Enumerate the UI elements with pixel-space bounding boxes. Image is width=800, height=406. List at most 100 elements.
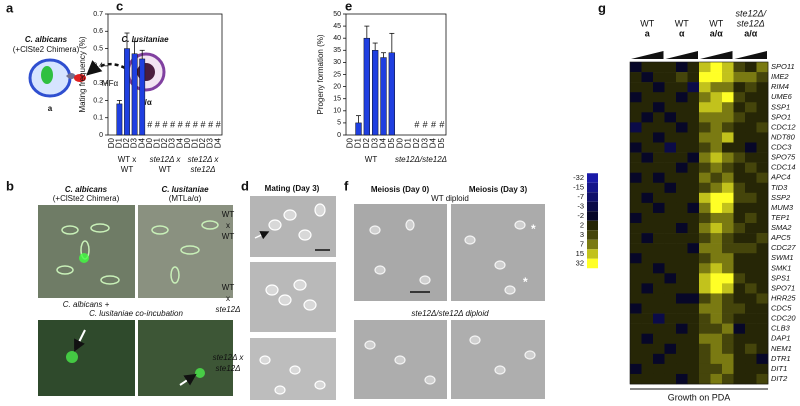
heat-cell [630, 223, 642, 234]
legend-swatch [587, 220, 598, 231]
row-label: MUM3 [771, 203, 794, 212]
heat-cell [641, 293, 654, 304]
heat-cell [664, 132, 677, 143]
heat-cell [722, 102, 734, 113]
bar-chart: e 0 5 10 15 20 25 30 35 40 45 50 Progeny formation (… [316, 0, 447, 164]
x-tick-label: D2 [160, 137, 169, 148]
heat-cell [641, 182, 654, 194]
heat-cell [630, 323, 642, 334]
heat-cell [664, 333, 677, 345]
row-label: SSP2 [771, 193, 791, 202]
heat-cell [733, 112, 746, 123]
heat-cell [687, 142, 700, 153]
value-label: # [439, 119, 444, 129]
heat-cell [676, 132, 688, 143]
row-label: ste12Δ x [213, 353, 245, 362]
heat-cell [641, 82, 654, 93]
arrow [179, 373, 197, 386]
star: * [531, 222, 536, 236]
heat-cell [745, 363, 757, 375]
row-label: DAP1 [771, 334, 791, 343]
heat-cell [699, 192, 711, 204]
heat-cell [710, 363, 723, 375]
heat-cell [641, 243, 654, 254]
heat-cell [722, 253, 734, 264]
heat-cell [710, 243, 723, 254]
panel-letter: c [116, 0, 123, 13]
heat-cell [630, 162, 642, 173]
heat-cell [745, 233, 757, 244]
heat-cell [664, 303, 677, 314]
heat-cell [676, 373, 688, 385]
heat-cell [664, 253, 677, 264]
heat-cell [745, 303, 757, 314]
heat-cell [676, 273, 688, 284]
heat-cell [653, 192, 665, 204]
heat-cell [630, 182, 642, 194]
heat-cell [756, 202, 769, 214]
receptor [66, 73, 76, 79]
heat-cell [630, 253, 642, 264]
heat-cell [699, 122, 711, 133]
heat-cell [710, 112, 723, 123]
y-tick-label: 0 [99, 132, 103, 139]
y-tick-label: 0.5 [93, 45, 103, 52]
legend-swatch [587, 182, 598, 193]
heat-cell [710, 303, 723, 314]
heat-cell [710, 132, 723, 143]
heat-cell [676, 82, 688, 93]
heat-cell [676, 152, 688, 163]
heat-cell [664, 142, 677, 153]
group-label: ste12Δ [191, 165, 216, 174]
heat-cell [710, 162, 723, 173]
heat-cell [641, 223, 654, 234]
y-axis-label: Progeny formation (%) [316, 34, 325, 114]
heat-cell [699, 273, 711, 284]
heat-cell [676, 192, 688, 204]
heat-cell [687, 303, 700, 314]
heat-cell [653, 92, 665, 103]
y-axis-label: Mating frequency (%) [78, 36, 87, 112]
heat-cell [653, 223, 665, 234]
heat-cell [687, 192, 700, 204]
heat-cell [710, 373, 723, 385]
panel-letter: a [6, 0, 14, 15]
x-tick-label: D4 [429, 137, 438, 148]
heat-cell [653, 263, 665, 274]
heat-cell [710, 333, 723, 345]
heat-cell [710, 233, 723, 244]
heat-cell [699, 132, 711, 143]
legend-label: 15 [576, 249, 584, 258]
heat-cell [756, 172, 769, 184]
column-label: α [679, 28, 685, 38]
heat-cell [699, 343, 711, 355]
x-tick-label: D1 [404, 137, 413, 148]
x-tick-label: D2 [122, 137, 131, 148]
heat-cell [630, 333, 642, 345]
heat-cell [699, 373, 711, 385]
label: a [48, 104, 53, 113]
group-label: WT x [118, 155, 137, 164]
heat-cell [630, 62, 642, 73]
x-tick-label: D3 [168, 137, 177, 148]
heat-cell [676, 212, 688, 224]
x-tick-label: D0 [345, 137, 354, 148]
heat-cell [653, 273, 665, 284]
heat-cell [630, 112, 642, 123]
row-label: TID3 [771, 183, 788, 192]
heat-cell [653, 212, 665, 224]
y-tick-label: 0.6 [93, 28, 103, 35]
heat-cell [664, 162, 677, 173]
x-tick-label: D4 [137, 137, 146, 148]
panel-letter: f [344, 178, 349, 193]
label: WT diploid [431, 194, 469, 203]
heat-cell [653, 72, 665, 83]
row-label: CDC5 [771, 304, 792, 313]
x-axis-label: Growth on PDA [668, 392, 731, 402]
x-tick-label: D1 [153, 137, 162, 148]
heat-cell [630, 273, 642, 284]
heat-cell [745, 102, 757, 113]
heat-cell [687, 323, 700, 334]
heat-cell [687, 313, 700, 324]
heat-cell [745, 373, 757, 385]
